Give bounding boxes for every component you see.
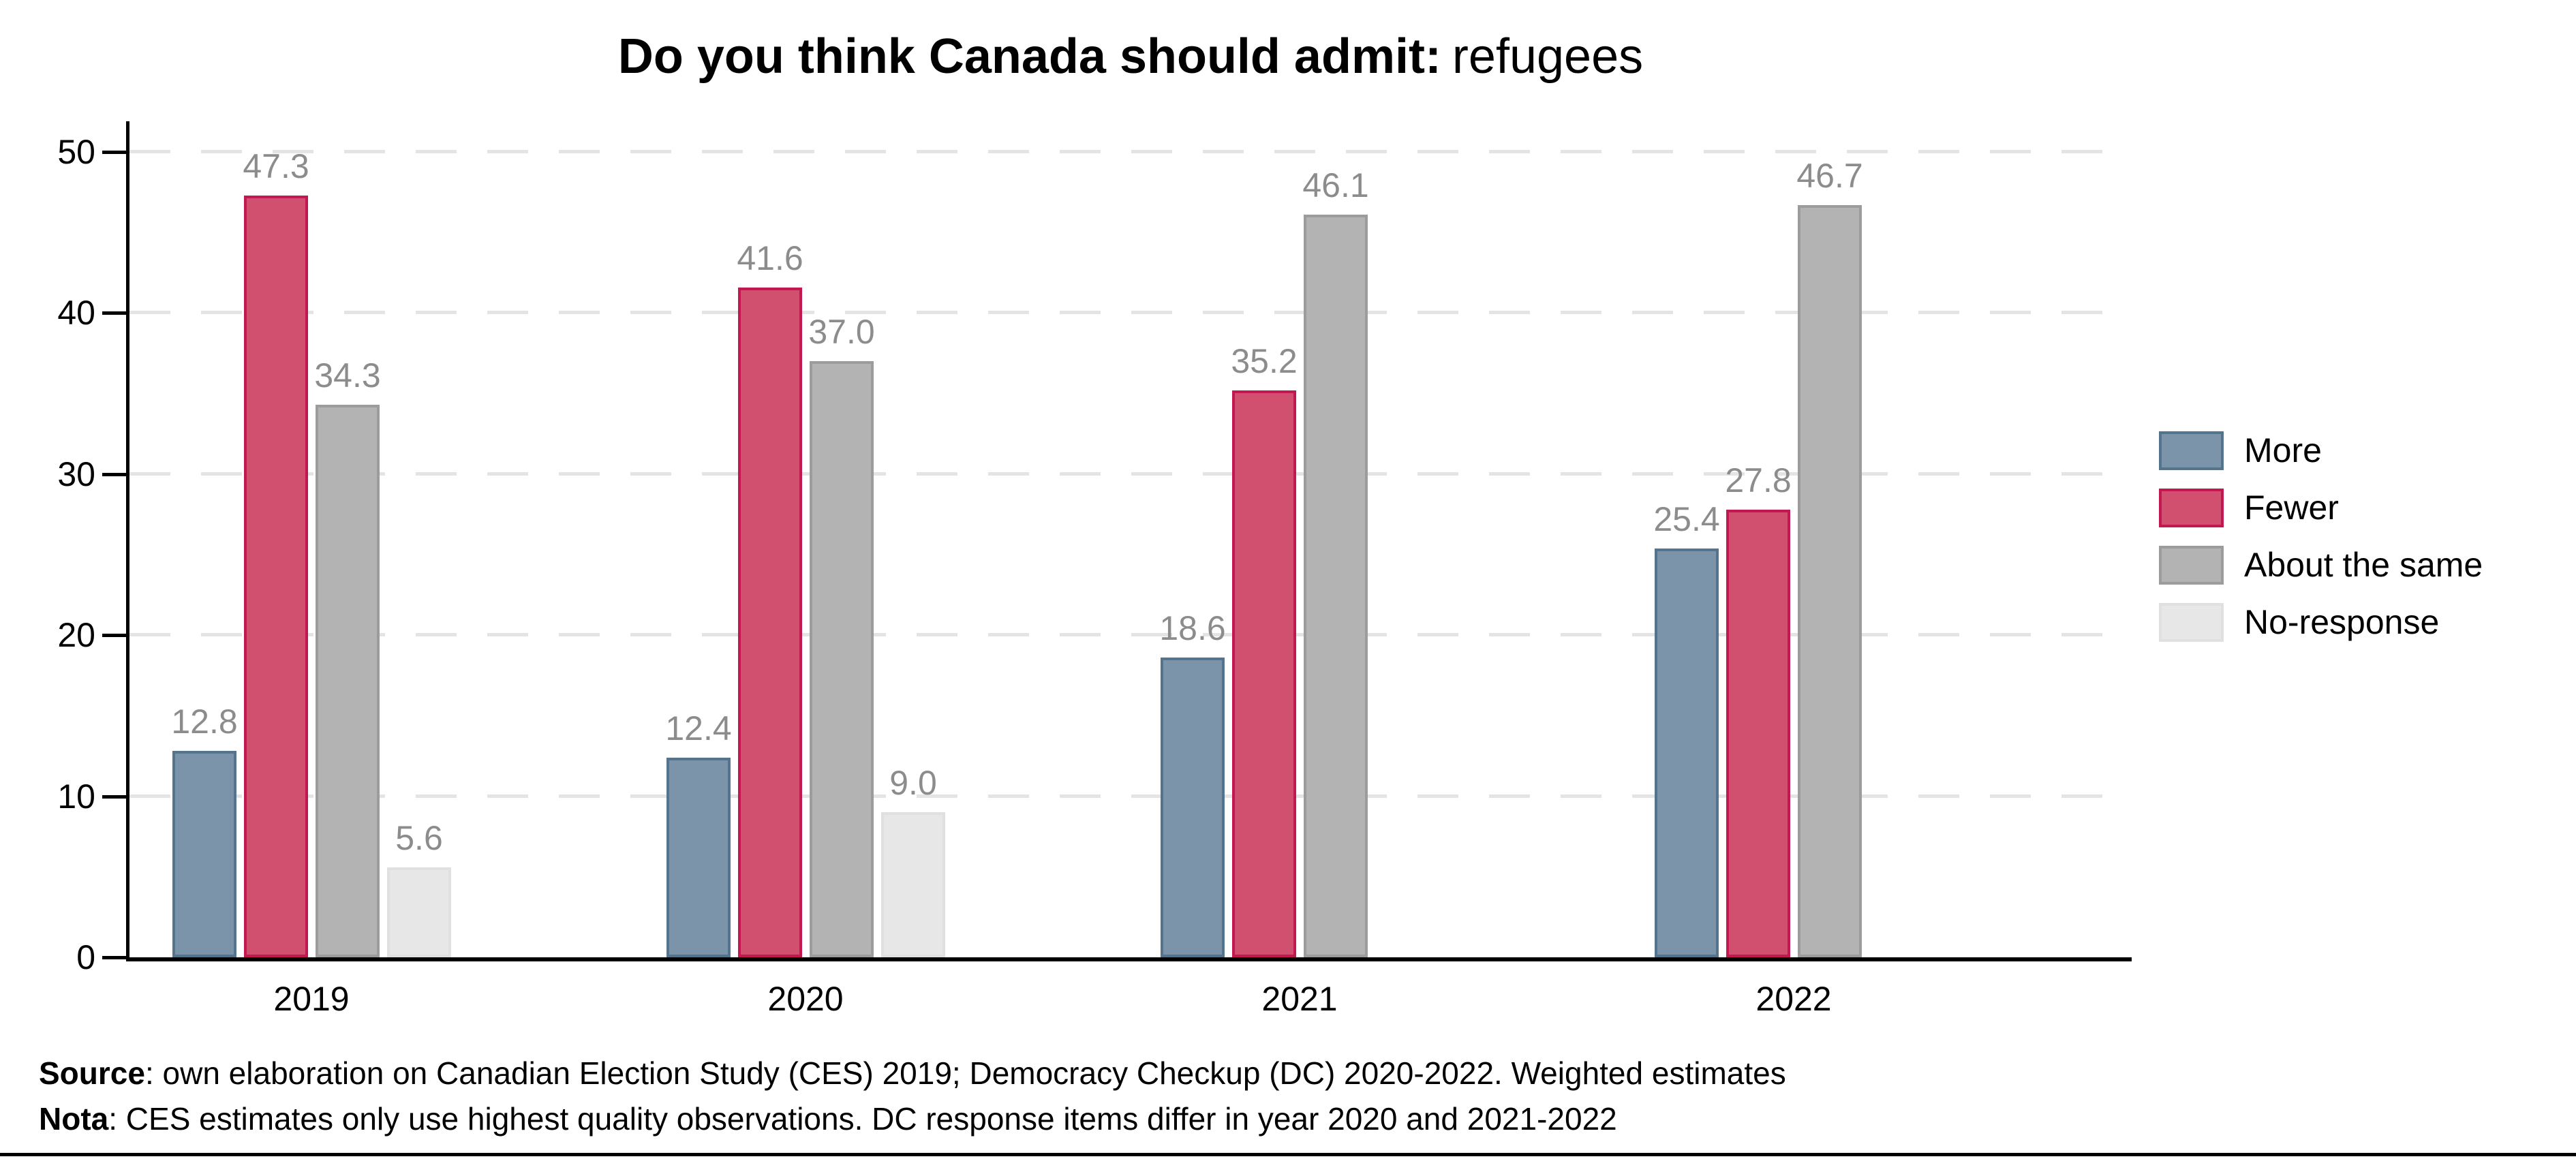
y-axis-line <box>126 121 129 961</box>
bar-value-label-about-the-same-2021: 46.1 <box>1302 166 1369 205</box>
legend-swatch-no-response <box>2159 602 2224 642</box>
legend-swatch-more <box>2159 431 2224 470</box>
x-axis-line <box>126 957 2132 961</box>
bar-value-label-about-the-same-2020: 37.0 <box>808 313 875 352</box>
legend: More Fewer About the same No-response <box>2159 431 2483 660</box>
bar-no-response-2020 <box>881 812 945 957</box>
nota-label: Nota <box>39 1101 109 1137</box>
bar-no-response-2019 <box>387 867 451 957</box>
x-axis-label-2022: 2022 <box>1755 980 1832 1018</box>
figure-bottom-border <box>0 1153 2576 1156</box>
y-tick-label-10: 10 <box>57 777 95 816</box>
bar-value-label-fewer-2019: 47.3 <box>243 146 309 185</box>
source-note: Source: own elaboration on Canadian Elec… <box>39 1051 1786 1096</box>
bar-value-label-more-2019: 12.8 <box>171 702 238 741</box>
y-tick-label-40: 40 <box>57 294 95 333</box>
y-tick-20 <box>102 634 126 638</box>
legend-label-no-response: No-response <box>2244 603 2440 641</box>
nota-note: Nota: CES estimates only use highest qua… <box>39 1096 1786 1142</box>
bar-more-2020 <box>666 757 731 957</box>
bar-about-the-same-2019 <box>316 405 380 957</box>
chart-title-topic: refugees <box>1452 29 1644 84</box>
chart-title-question: Do you think Canada should admit: <box>617 29 1441 84</box>
legend-item-fewer: Fewer <box>2159 488 2483 527</box>
bar-fewer-2019 <box>244 195 308 957</box>
x-axis-label-2020: 2020 <box>767 980 844 1018</box>
notes: Source: own elaboration on Canadian Elec… <box>39 1051 1786 1142</box>
legend-label-fewer: Fewer <box>2244 489 2339 527</box>
y-tick-30 <box>102 472 126 476</box>
bar-more-2021 <box>1161 658 1225 957</box>
legend-item-no-response: No-response <box>2159 602 2483 642</box>
gridline-y-40 <box>129 311 2132 315</box>
gridline-y-20 <box>129 633 2132 637</box>
bar-value-label-about-the-same-2019: 34.3 <box>314 356 381 395</box>
y-tick-0 <box>102 956 126 959</box>
bar-value-label-fewer-2022: 27.8 <box>1725 461 1792 499</box>
source-text: : own elaboration on Canadian Election S… <box>144 1055 1786 1091</box>
y-tick-label-20: 20 <box>57 616 95 655</box>
y-tick-10 <box>102 794 126 799</box>
bar-about-the-same-2020 <box>810 361 874 957</box>
legend-swatch-about-the-same <box>2159 545 2224 585</box>
bar-value-label-more-2020: 12.4 <box>665 709 732 747</box>
bar-fewer-2020 <box>738 287 802 957</box>
bar-fewer-2022 <box>1726 509 1790 957</box>
legend-label-about-the-same: About the same <box>2244 546 2483 584</box>
bar-more-2019 <box>172 751 236 957</box>
legend-item-more: More <box>2159 431 2483 470</box>
bar-value-label-no-response-2020: 9.0 <box>889 764 937 803</box>
chart-title: Do you think Canada should admit: refugee… <box>129 29 2132 84</box>
bar-value-label-fewer-2021: 35.2 <box>1231 341 1298 380</box>
x-axis-label-2021: 2021 <box>1261 980 1338 1018</box>
bar-value-label-about-the-same-2022: 46.7 <box>1796 157 1863 195</box>
gridline-y-10 <box>129 794 2132 798</box>
y-tick-50 <box>102 151 126 154</box>
bar-value-label-no-response-2019: 5.6 <box>395 818 443 857</box>
legend-label-more: More <box>2244 431 2322 469</box>
bar-value-label-more-2021: 18.6 <box>1159 609 1226 648</box>
y-tick-40 <box>102 311 126 315</box>
bar-value-label-more-2022: 25.4 <box>1653 499 1720 538</box>
gridline-y-50 <box>129 150 2132 153</box>
y-tick-label-50: 50 <box>57 133 95 171</box>
y-tick-label-0: 0 <box>76 938 95 976</box>
x-axis-label-2019: 2019 <box>273 980 350 1018</box>
legend-swatch-fewer <box>2159 488 2224 527</box>
gridline-y-30 <box>129 472 2132 476</box>
bar-about-the-same-2021 <box>1304 215 1368 957</box>
nota-text: : CES estimates only use highest quality… <box>108 1101 1617 1137</box>
bar-about-the-same-2022 <box>1798 205 1862 957</box>
y-tick-label-30: 30 <box>57 454 95 493</box>
legend-item-about-the-same: About the same <box>2159 545 2483 585</box>
bar-more-2022 <box>1655 548 1719 957</box>
bar-value-label-fewer-2020: 41.6 <box>737 238 803 277</box>
bar-fewer-2021 <box>1232 390 1296 957</box>
source-label: Source <box>39 1055 145 1091</box>
